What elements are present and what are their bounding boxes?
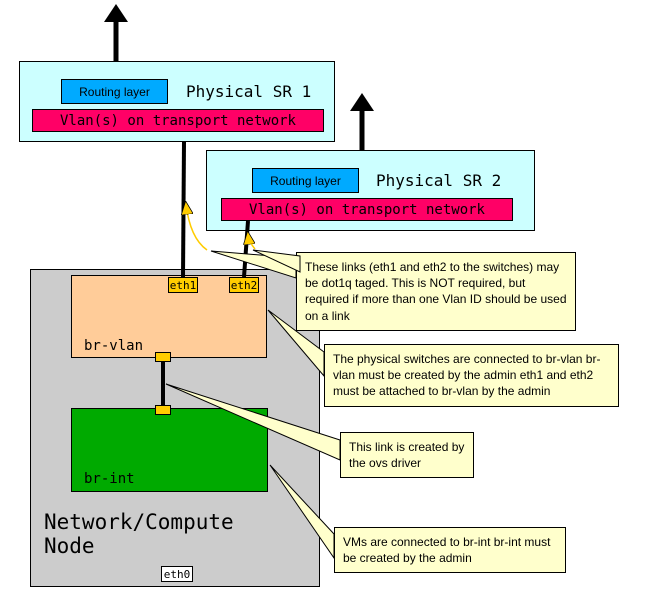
br-vlan-label: br-vlan: [84, 338, 143, 354]
sr1-vlan: Vlan(s) on transport network: [32, 109, 324, 132]
callout-links: These links (eth1 and eth2 to the switch…: [296, 252, 576, 331]
callout-ovs: This link is created by the ovs driver: [340, 432, 474, 478]
sr2-vlan: Vlan(s) on transport network: [221, 198, 513, 221]
br-int-top-port: [155, 405, 171, 415]
eth2-port: eth2: [229, 277, 259, 293]
callout-vms: VMs are connected to br-int br-int must …: [334, 527, 566, 573]
sr2-title: Physical SR 2: [376, 171, 501, 190]
callout-switches: The physical switches are connected to b…: [324, 344, 619, 407]
diagram-root: Network/Compute Node Physical SR 1 Routi…: [0, 0, 649, 600]
br-vlan-bottom-port: [155, 352, 171, 362]
br-int-label: br-int: [84, 471, 135, 487]
eth1-port: eth1: [168, 277, 198, 293]
eth0-port: eth0: [161, 566, 193, 582]
node-label: Network/Compute Node: [44, 510, 234, 558]
sr2-routing: Routing layer: [252, 168, 359, 193]
sr1-routing: Routing layer: [61, 79, 168, 104]
sr1-title: Physical SR 1: [186, 82, 311, 101]
